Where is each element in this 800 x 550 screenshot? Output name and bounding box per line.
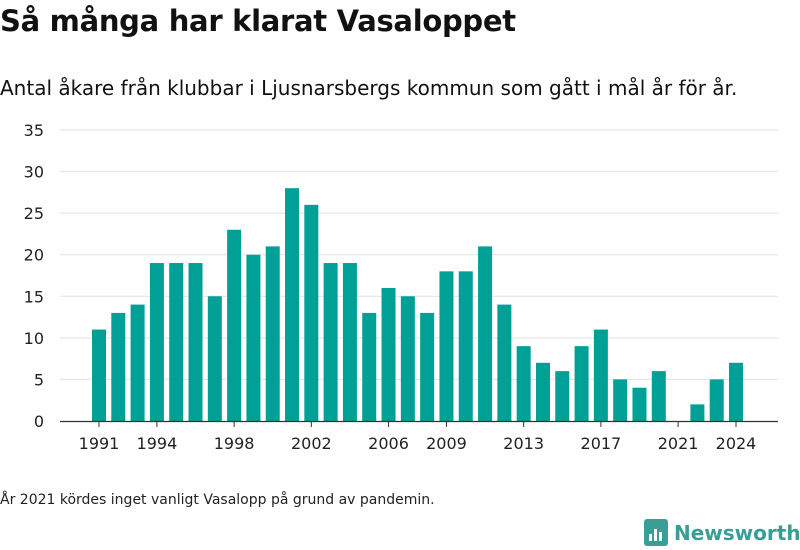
bars xyxy=(92,188,743,421)
chart-title: Så många har klarat Vasaloppet xyxy=(0,4,516,38)
bar xyxy=(535,362,550,421)
bar xyxy=(188,263,203,421)
y-tick-label: 10 xyxy=(24,329,44,348)
x-axis: 1991 1994 1998 2002 2006 2009 2013 2017 2021 2024 xyxy=(60,420,778,453)
bar xyxy=(420,312,435,421)
y-tick-label: 35 xyxy=(24,121,44,140)
newsworthy-logo: Newsworthy xyxy=(644,519,800,546)
bar xyxy=(690,404,705,421)
bar xyxy=(439,271,454,421)
x-tick-label: 2002 xyxy=(291,434,332,453)
x-tick-label: 1991 xyxy=(79,434,120,453)
bar xyxy=(227,229,242,421)
bar xyxy=(207,296,222,421)
y-tick-label: 15 xyxy=(24,287,44,306)
bar xyxy=(362,312,377,421)
bar xyxy=(149,263,164,421)
bar xyxy=(130,304,145,421)
y-tick-label: 20 xyxy=(24,246,44,265)
bar xyxy=(458,271,473,421)
bar xyxy=(111,312,126,421)
bar xyxy=(497,304,512,421)
x-tick-label: 2013 xyxy=(503,434,544,453)
x-tick-label: 2017 xyxy=(581,434,622,453)
bar xyxy=(400,296,415,421)
x-tick-label: 2009 xyxy=(426,434,467,453)
bar xyxy=(285,188,300,421)
y-tick-label: 5 xyxy=(34,370,44,389)
bar xyxy=(304,204,319,421)
bar xyxy=(555,371,570,421)
bar xyxy=(342,263,357,421)
bar xyxy=(632,387,647,421)
bar xyxy=(516,346,531,421)
bar xyxy=(574,346,589,421)
x-tick-label: 2024 xyxy=(716,434,757,453)
chart-subtitle: Antal åkare från klubbar i Ljusnarsbergs… xyxy=(0,76,738,100)
bar xyxy=(729,362,743,421)
bar-chart-logo-icon xyxy=(644,519,668,546)
gridlines xyxy=(60,129,778,380)
bar xyxy=(381,287,396,421)
bar xyxy=(478,246,493,421)
bar xyxy=(709,379,724,421)
bar xyxy=(92,329,106,421)
bar xyxy=(593,329,608,421)
bar xyxy=(651,371,666,421)
bar xyxy=(323,263,338,421)
x-tick-label: 1994 xyxy=(137,434,178,453)
y-tick-label: 0 xyxy=(34,412,44,431)
bar xyxy=(246,254,261,421)
y-tick-label: 25 xyxy=(24,204,44,223)
x-tick-label: 1998 xyxy=(214,434,255,453)
brand-name: Newsworthy xyxy=(674,520,800,545)
bar xyxy=(169,263,184,421)
y-axis-ticks: 0 5 10 15 20 25 30 35 xyxy=(24,121,44,431)
x-tick-label: 2006 xyxy=(368,434,409,453)
bar xyxy=(265,246,280,421)
bar-chart: 0 5 10 15 20 25 30 35 1991 1994 1998 2002 2006 2009 2… xyxy=(24,121,778,453)
x-tick-label: 2021 xyxy=(658,434,699,453)
bar xyxy=(613,379,628,421)
footnote: År 2021 kördes inget vanligt Vasalopp på… xyxy=(0,492,435,508)
y-tick-label: 30 xyxy=(24,163,44,182)
